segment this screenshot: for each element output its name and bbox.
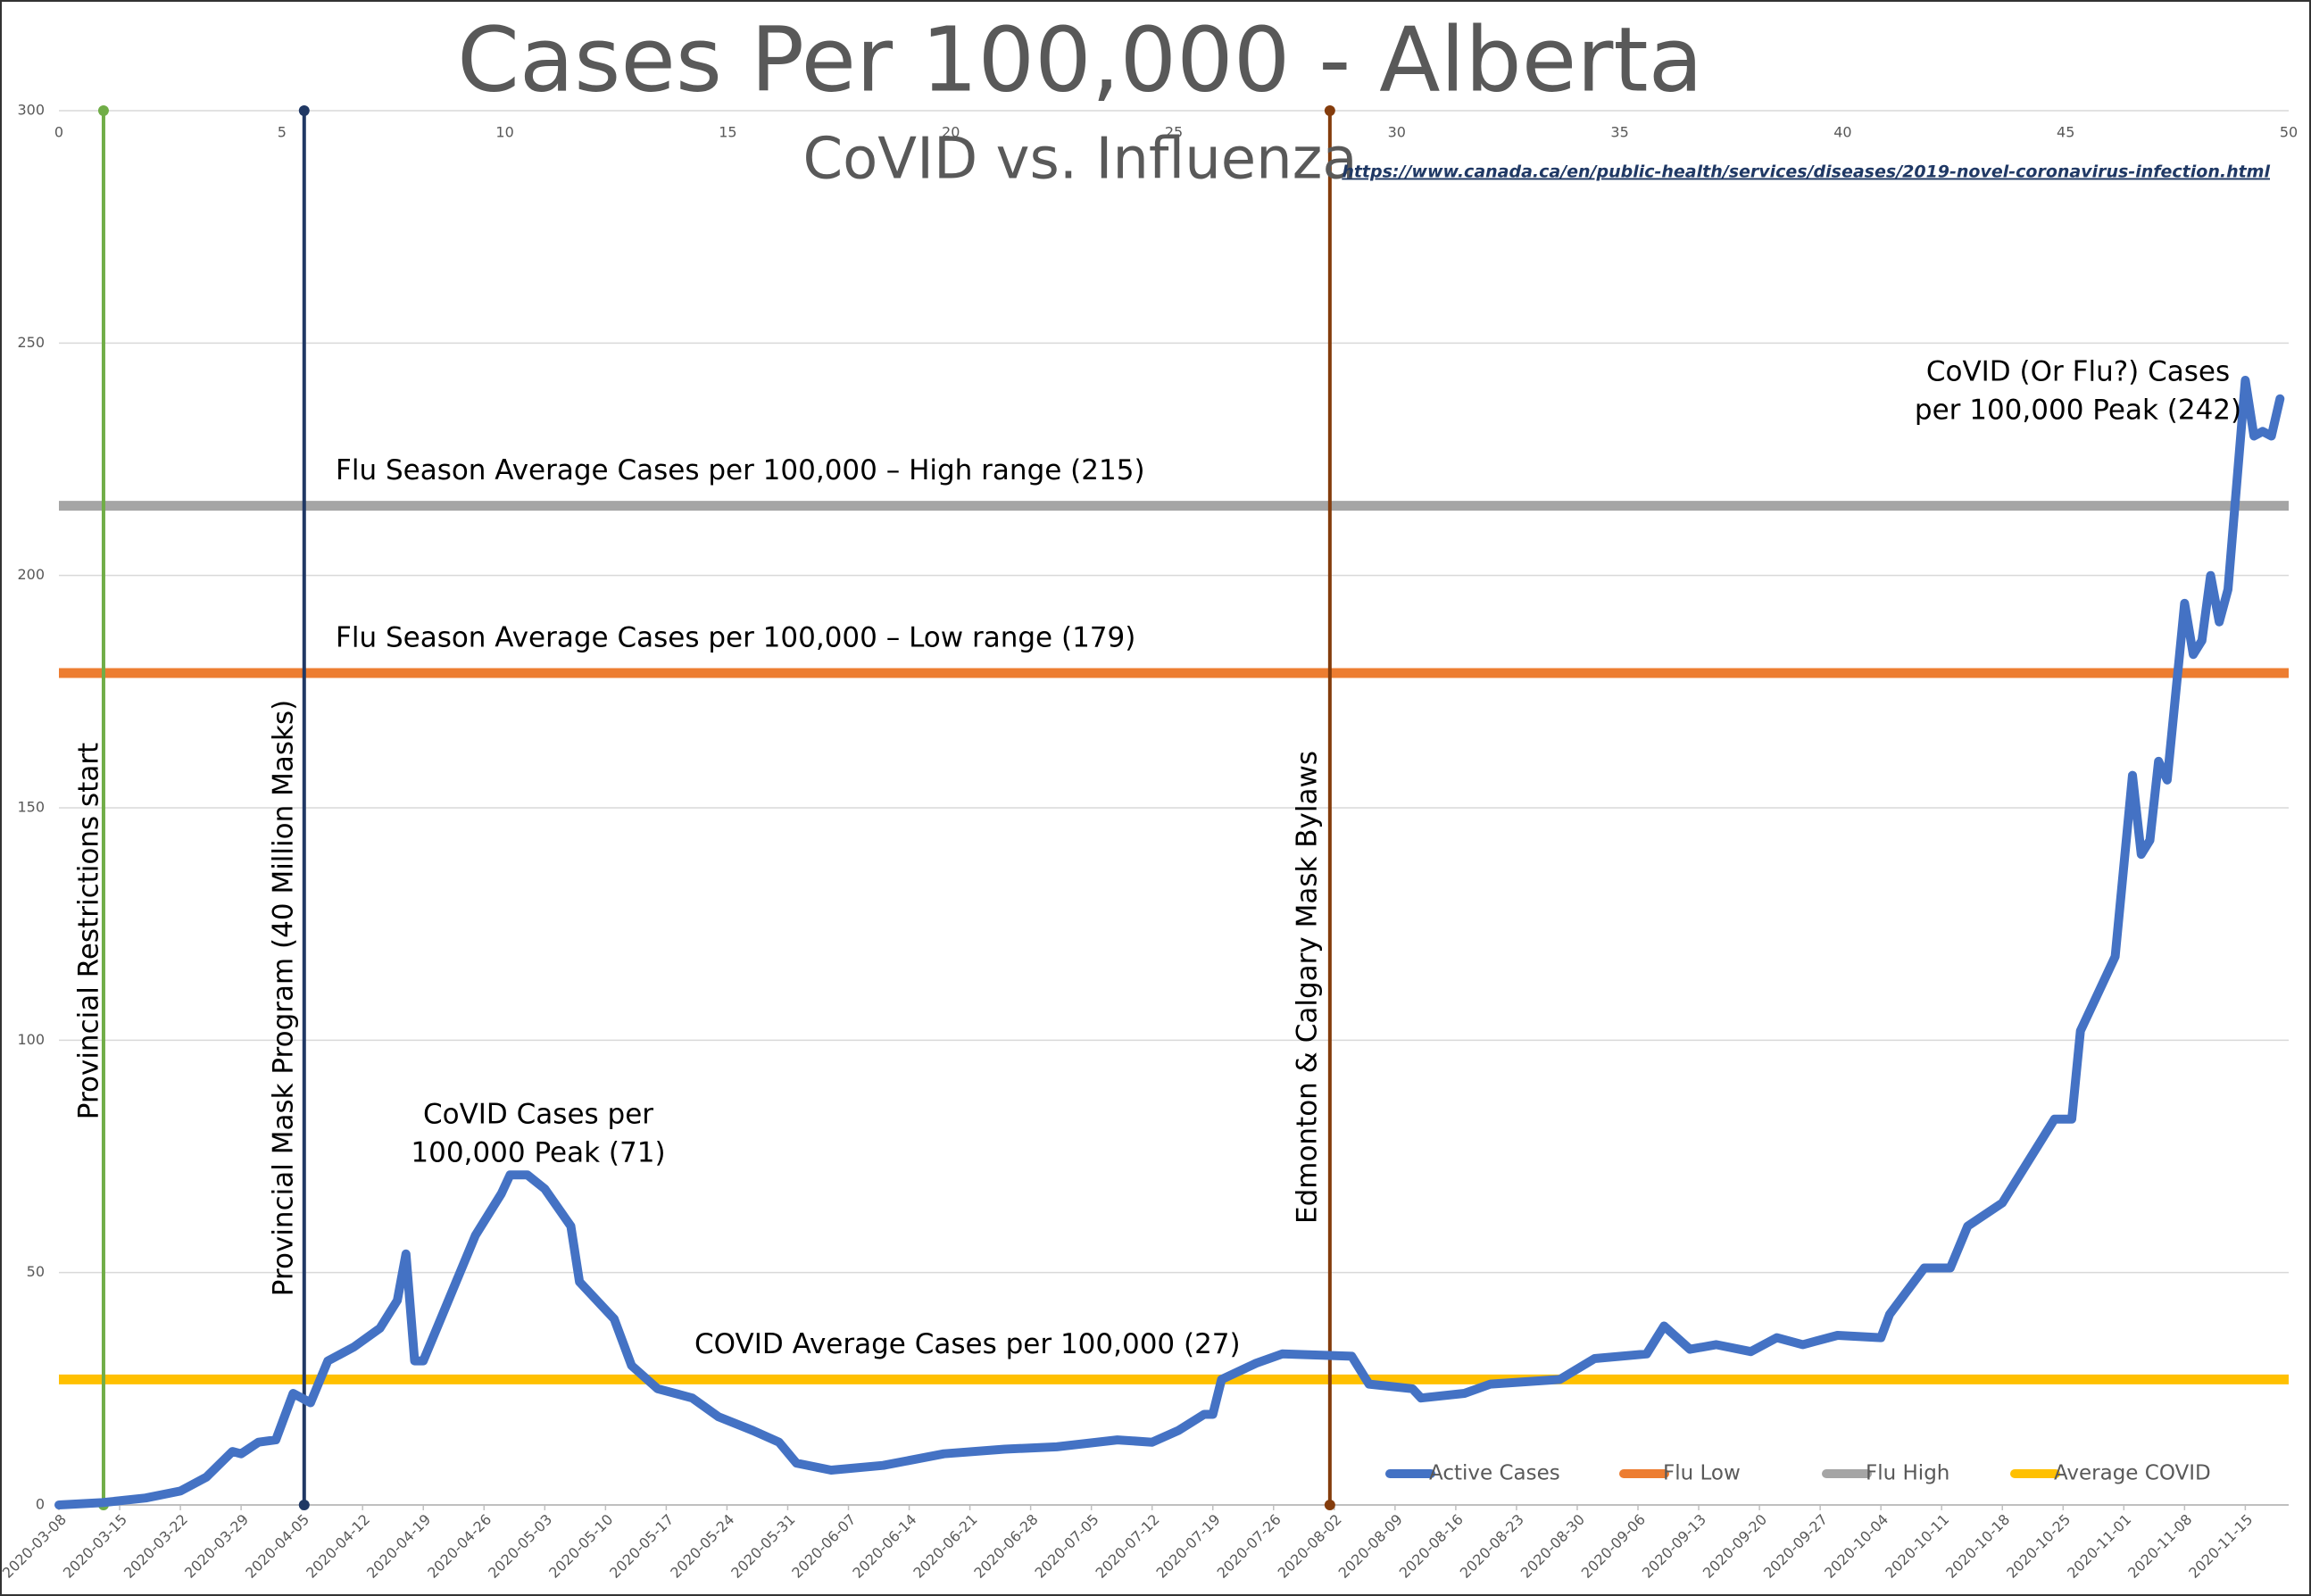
peak-annotation: CoVID Cases per [423,1099,653,1131]
x2-tick-label: 50 [2280,124,2298,141]
source-link[interactable]: https://www.canada.ca/en/public-health/s… [1342,162,2270,182]
event-line-end [298,1500,310,1510]
legend-label: Average COVID [2054,1462,2211,1485]
reference-label: Flu Season Average Cases per 100,000 – H… [336,454,1145,486]
peak-annotation: CoVID (Or Flu?) Cases [1926,356,2230,388]
legend-label: Flu High [1866,1462,1949,1485]
y-tick-label: 50 [27,1263,45,1280]
x2-tick-label: 30 [1388,124,1406,141]
event-label: Provincial Mask Program (40 Million Mask… [268,700,300,1296]
reference-label: Flu Season Average Cases per 100,000 – L… [336,622,1135,654]
y-tick-label: 150 [17,799,45,816]
x2-tick-label: 20 [942,124,960,141]
event-label: Edmonton & Calgary Mask Bylaws [1292,751,1324,1224]
event-line-end [1324,105,1335,116]
event-line-end [97,105,109,116]
x2-tick-label: 0 [54,124,63,141]
x2-tick-label: 25 [1165,124,1183,141]
y-tick-label: 250 [17,334,45,351]
chart-title: Cases Per 100,000 - Alberta [457,7,1703,112]
peak-annotation: 100,000 Peak (71) [411,1137,665,1169]
data-line [54,376,2285,1509]
y-tick-label: 200 [17,566,45,583]
x2-tick-label: 10 [495,124,513,141]
x2-tick-label: 15 [719,124,736,141]
event-line-end [1324,1500,1335,1510]
reference-label: COVID Average Cases per 100,000 (27) [694,1328,1241,1360]
x2-tick-label: 35 [1610,124,1628,141]
marks [54,105,2289,1510]
y-tick-label: 100 [17,1031,45,1048]
event-line-end [298,105,310,116]
legend-label: Active Cases [1429,1462,1560,1485]
event-label: Provincial Restrictions start [73,743,105,1119]
x2-tick-label: 45 [2057,124,2074,141]
x2-tick-label: 5 [278,124,287,141]
chart-subtitle: CoVID vs. Influenza [802,127,1357,193]
x2-tick-label: 40 [1833,124,1851,141]
legend-label: Flu Low [1663,1462,1741,1485]
peak-annotation: per 100,000 Peak (242) [1915,395,2241,427]
y-tick-label: 0 [36,1496,45,1513]
y-tick-label: 300 [17,102,45,119]
